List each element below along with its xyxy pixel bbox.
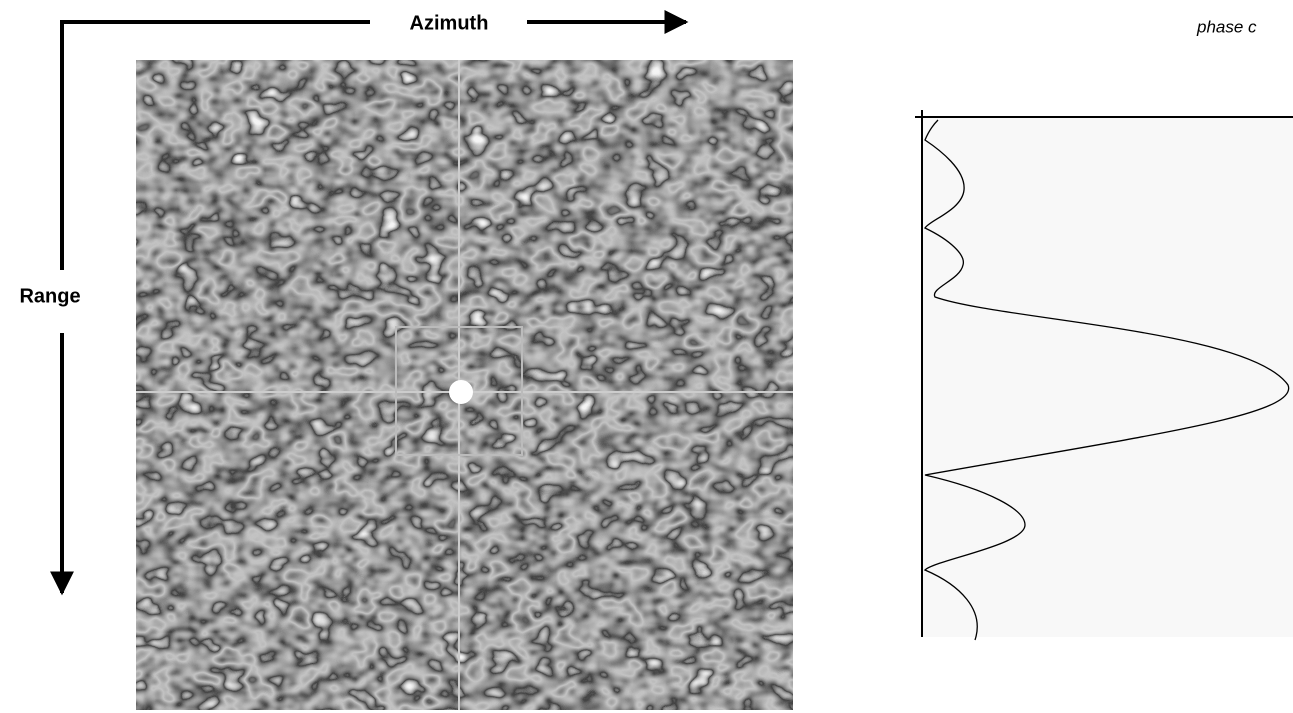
- profile-panel: [922, 117, 1293, 637]
- range-label: Range: [19, 285, 80, 307]
- azimuth-label: Azimuth: [410, 12, 489, 34]
- selection-box: [395, 326, 523, 456]
- profile-curve: [923, 119, 1290, 641]
- axis-line: [60, 20, 370, 270]
- caption: phase c: [1196, 17, 1257, 36]
- target: [449, 380, 473, 404]
